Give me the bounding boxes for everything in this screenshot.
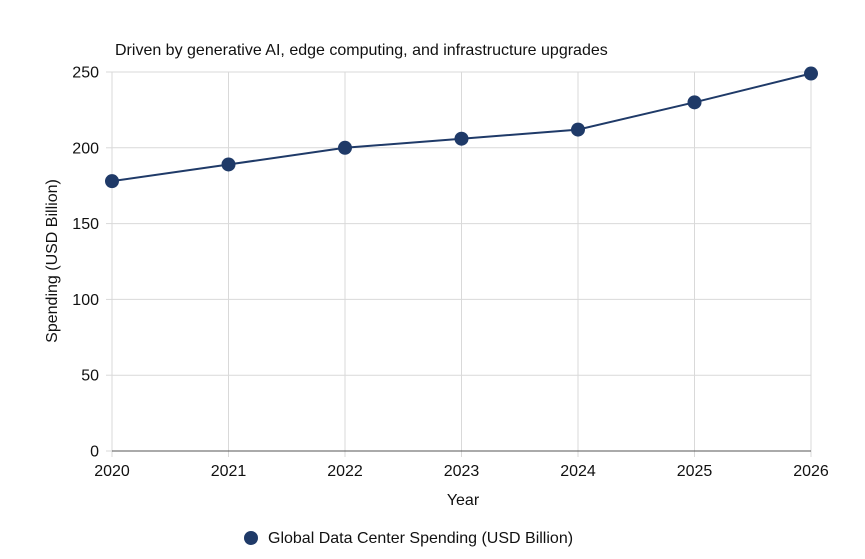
data-point[interactable] <box>687 95 702 110</box>
data-point[interactable] <box>571 122 585 137</box>
x-tick-label: 2025 <box>677 463 713 480</box>
chart-subtitle: Driven by generative AI, edge computing,… <box>115 42 608 59</box>
y-tick-label: 200 <box>72 140 99 157</box>
legend-label: Global Data Center Spending (USD Billion… <box>268 530 573 547</box>
series-layer <box>105 66 818 189</box>
data-point[interactable] <box>454 131 469 146</box>
axes: 0 50 100 150 200 250 2020 2021 2022 2023 2024 2025 2… <box>72 65 829 481</box>
y-tick-label: 50 <box>81 368 99 385</box>
x-tick-label: 2021 <box>211 463 247 480</box>
y-tick-label: 250 <box>72 65 99 82</box>
x-tick-label: 2024 <box>560 463 596 480</box>
grid <box>111 71 812 451</box>
y-axis-label: Spending (USD Billion) <box>44 179 61 343</box>
x-axis-label: Year <box>447 492 480 509</box>
legend-marker <box>244 531 258 545</box>
data-point[interactable] <box>338 140 352 155</box>
legend: Global Data Center Spending (USD Billion… <box>244 530 573 547</box>
x-tick-label: 2022 <box>327 463 363 480</box>
y-tick-label: 150 <box>72 216 99 233</box>
y-tick-label: 0 <box>90 444 99 461</box>
data-point[interactable] <box>105 174 119 189</box>
data-point[interactable] <box>804 66 818 81</box>
data-point[interactable] <box>221 157 236 172</box>
x-tick-label: 2026 <box>793 463 829 480</box>
x-tick-label: 2023 <box>444 463 480 480</box>
x-tick-label: 2020 <box>94 463 130 480</box>
y-tick-label: 100 <box>72 292 99 309</box>
